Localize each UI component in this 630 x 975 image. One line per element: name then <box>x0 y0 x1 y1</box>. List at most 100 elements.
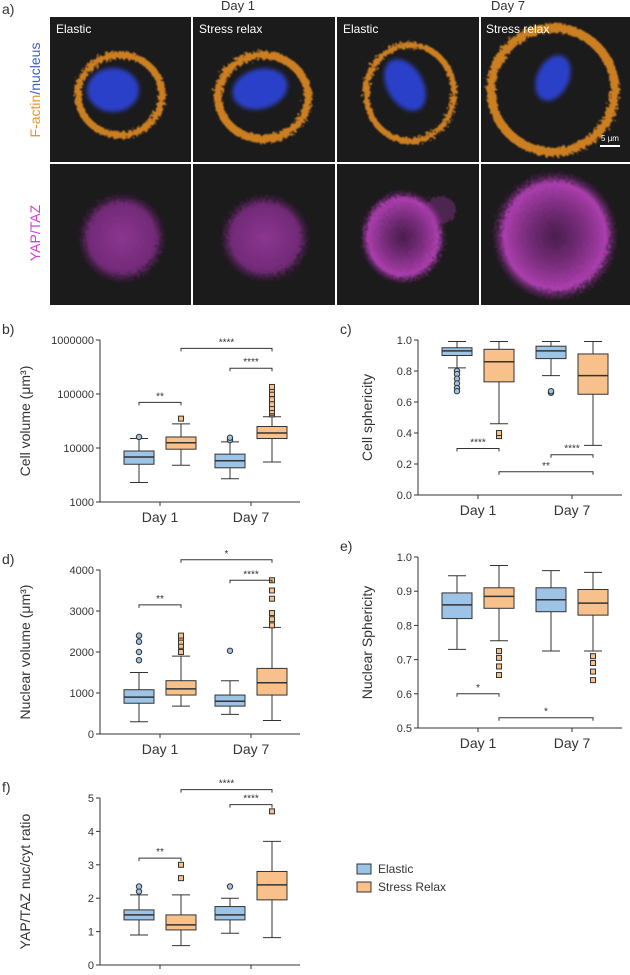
x-tick-label: Day 7 <box>233 741 270 757</box>
outlier <box>269 595 275 602</box>
box <box>256 667 288 696</box>
outlier <box>135 657 143 664</box>
y-tick-label: 5 <box>88 793 94 805</box>
box <box>483 587 515 609</box>
outlier <box>135 632 143 639</box>
panel-label: f) <box>2 779 11 795</box>
box <box>441 592 473 620</box>
significance-label: **** <box>243 569 259 580</box>
y-tick-label: 2000 <box>70 647 94 659</box>
significance-label: * <box>476 683 480 694</box>
y-tick-label: 4 <box>88 826 94 838</box>
outlier <box>590 677 596 684</box>
panel-label: e) <box>340 538 352 554</box>
condition-label: Stress relax <box>199 22 262 36</box>
box <box>214 906 246 921</box>
x-tick-label: Day 1 <box>142 972 179 975</box>
outlier <box>269 616 275 623</box>
outlier <box>135 433 143 441</box>
outlier <box>135 648 143 656</box>
significance-label: **** <box>470 438 486 449</box>
y-axis-label: YAP/TAZ nuc/cyt ratio <box>17 813 33 949</box>
significance-bracket <box>456 693 500 697</box>
outlier <box>453 387 461 395</box>
day-label: Day 7 <box>491 0 525 13</box>
outlier <box>178 861 184 868</box>
y-tick-label: 1000000 <box>51 335 94 347</box>
y-tick-label: 0.5 <box>397 723 412 735</box>
x-tick-label: Day 1 <box>142 741 179 757</box>
stain-label: YAP/TAZ <box>27 204 43 261</box>
outlier <box>135 883 143 890</box>
y-tick-label: 1000 <box>70 688 94 700</box>
significance-label: * <box>544 707 548 718</box>
significance-bracket <box>138 401 182 406</box>
y-tick-label: 0 <box>88 960 94 972</box>
panel-label: c) <box>340 321 352 337</box>
outlier <box>547 387 555 395</box>
y-tick-label: 1.0 <box>397 335 412 347</box>
outlier <box>269 587 275 594</box>
significance-label: ** <box>156 847 164 858</box>
x-tick-label: Day 7 <box>233 972 270 975</box>
significance-bracket <box>180 559 273 563</box>
outlier <box>269 401 275 408</box>
stain-label: F-actin/nucleus <box>27 43 43 138</box>
x-tick-label: Day 7 <box>233 509 270 525</box>
condition-label: Elastic <box>56 22 91 36</box>
box <box>483 348 515 383</box>
significance-label: **** <box>564 444 580 455</box>
outlier <box>590 668 596 675</box>
y-tick-label: 100000 <box>57 389 94 401</box>
outlier <box>496 430 502 436</box>
y-tick-label: 0.0 <box>397 490 412 502</box>
significance-bracket <box>229 579 273 584</box>
day-label: Day 1 <box>221 0 255 13</box>
nucleus-label: /nucleus <box>27 43 43 95</box>
significance-bracket <box>180 789 273 793</box>
outlier <box>496 654 502 661</box>
outlier <box>269 396 275 403</box>
significance-bracket <box>550 454 594 458</box>
significance-label: **** <box>243 357 259 368</box>
y-tick-label: 3000 <box>70 606 94 618</box>
x-tick-label: Day 7 <box>554 502 591 518</box>
y-tick-label: 4000 <box>70 565 94 577</box>
x-tick-label: Day 1 <box>460 735 497 751</box>
micrographs <box>50 17 630 305</box>
y-tick-label: 0.7 <box>397 655 412 667</box>
legend-swatch <box>356 863 372 875</box>
significance-label: ** <box>156 391 164 402</box>
y-tick-label: 0.6 <box>397 397 412 409</box>
significance-label: **** <box>219 337 235 348</box>
outlier <box>178 649 184 655</box>
outlier <box>496 663 502 670</box>
condition-label: Elastic <box>343 22 378 36</box>
outlier <box>178 415 184 422</box>
outlier <box>590 653 596 660</box>
outlier <box>496 671 502 678</box>
y-tick-label: 1000 <box>70 497 94 509</box>
condition-label: Stress relax <box>486 22 549 36</box>
y-tick-label: 10000 <box>63 443 94 455</box>
outlier <box>269 622 275 629</box>
y-axis-label: Nuclear volume (μm³) <box>17 585 33 720</box>
outlier <box>590 660 596 667</box>
significance-label: ** <box>542 461 550 472</box>
significance-label: **** <box>243 794 259 805</box>
actin-label: F-actin <box>27 95 43 138</box>
box <box>535 345 567 360</box>
y-tick-label: 2 <box>88 893 94 905</box>
outlier <box>269 808 275 815</box>
outlier <box>226 434 234 441</box>
legend-label: Elastic <box>378 862 413 876</box>
outlier <box>178 875 184 882</box>
box <box>256 870 288 901</box>
outlier <box>178 632 184 639</box>
box <box>577 588 609 616</box>
box <box>577 353 609 395</box>
y-axis-label: Cell volume (μm³) <box>17 366 33 477</box>
y-tick-label: 1.0 <box>397 552 412 564</box>
y-tick-label: 0.9 <box>397 586 412 598</box>
